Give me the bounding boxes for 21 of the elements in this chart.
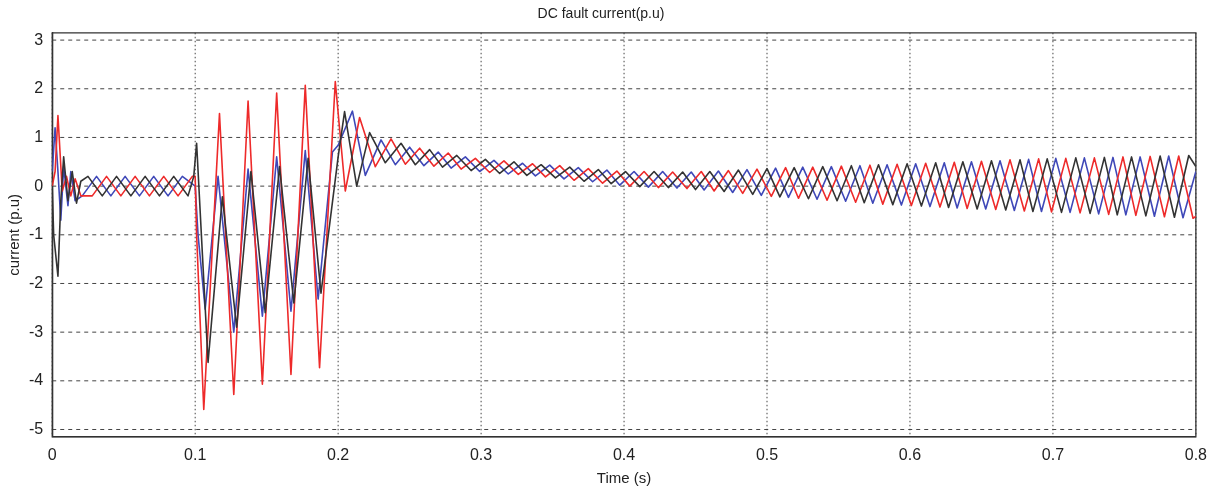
x-tick-label: 0 — [47, 445, 57, 463]
y-tick-label: -3 — [28, 322, 44, 340]
y-tick-label: 2 — [34, 79, 44, 97]
x-tick-label: 0.2 — [327, 445, 350, 463]
x-tick-label: 0.1 — [184, 445, 207, 463]
y-tick-label: 3 — [34, 30, 44, 48]
x-tick-label: 0.3 — [469, 445, 493, 463]
y-tick-label: 0 — [34, 176, 44, 194]
y-tick-label: -4 — [28, 371, 44, 389]
x-tick-label: 0.4 — [612, 445, 636, 463]
x-tick-label: 0.7 — [1041, 445, 1065, 463]
y-tick-label: -2 — [28, 273, 44, 291]
y-tick-label: -1 — [28, 225, 44, 243]
x-axis-title: Time (s) — [596, 469, 652, 487]
x-tick-label: 0.5 — [755, 445, 779, 463]
chart-title: DC fault current(p.u) — [537, 5, 665, 22]
y-tick-label: 1 — [34, 127, 44, 145]
x-tick-label: 0.8 — [1184, 445, 1208, 463]
x-tick-label: 0.6 — [898, 445, 922, 463]
y-axis-title: current (p.u) — [5, 193, 23, 276]
y-tick-label: -5 — [28, 419, 44, 437]
